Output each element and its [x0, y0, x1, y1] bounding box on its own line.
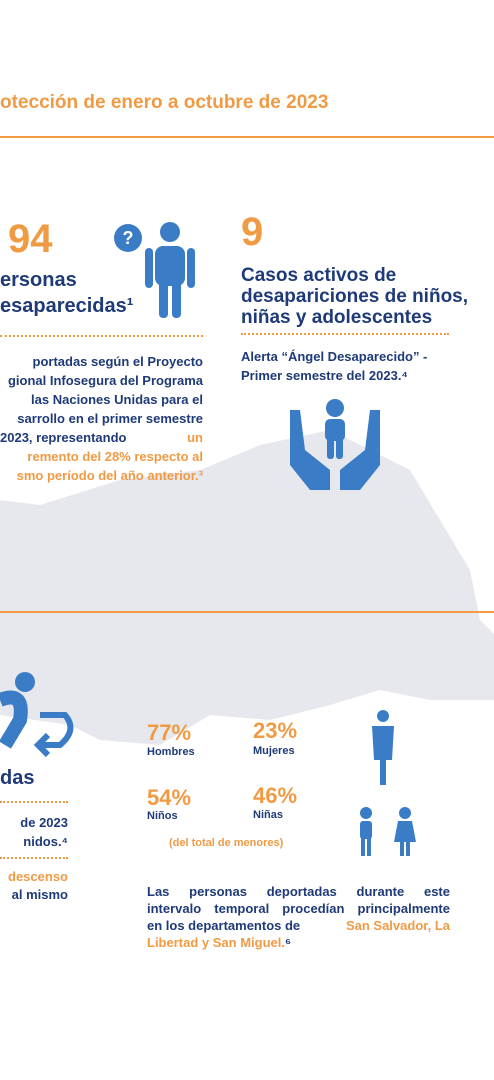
line: Las personas deportadas durante este [147, 884, 450, 899]
dots [241, 333, 449, 335]
line: 2023, representando [0, 430, 127, 445]
line: portadas según el Proyecto [32, 354, 204, 369]
return-icon [0, 672, 74, 758]
line: San Salvador, La [345, 918, 450, 933]
label: esaparecidas¹ [0, 295, 134, 317]
person-icon: ? [114, 222, 195, 318]
label: Casos activos de [241, 265, 397, 286]
line: ⁶ [284, 935, 291, 950]
line: remento del 28% respecto al [27, 449, 203, 464]
line: sarrollo en el primer semestre [17, 411, 203, 426]
dots [0, 857, 68, 859]
gender-icons [360, 710, 416, 856]
stat-label: Niñas [253, 809, 283, 821]
line: en los departamentos de [147, 918, 301, 933]
label: niñas y adolescentes [241, 307, 433, 328]
paragraph: portadas según el Proyecto gional Infose… [0, 352, 203, 485]
title: otección de enero a octubre de 2023 [0, 92, 329, 113]
line: las Naciones Unidas para el [31, 392, 203, 407]
line: smo período del año anterior.³ [16, 468, 203, 483]
label: desapariciones de niños, [241, 286, 469, 307]
stat-value: 54% [147, 785, 192, 810]
big-number: 9 [241, 210, 264, 254]
summary: Las personas deportadas durante este int… [147, 883, 450, 951]
svg-text:?: ? [123, 228, 134, 248]
stat-value: 23% [253, 718, 298, 743]
stat-label: Niños [147, 810, 178, 822]
line: al mismo [11, 887, 68, 902]
big-number: 94 [8, 217, 53, 261]
dots [0, 801, 68, 803]
dots [0, 335, 203, 337]
line: de 2023 [20, 815, 68, 830]
note: Alerta “Ángel Desaparecido” - [241, 349, 428, 364]
stat-value: 77% [147, 720, 192, 745]
hands-icon [290, 399, 380, 490]
stat-value: 46% [253, 783, 298, 808]
note: Primer semestre del 2023.⁴ [241, 368, 408, 383]
line: descenso [8, 869, 68, 884]
line: un [187, 430, 203, 445]
stat-label: Mujeres [253, 745, 295, 757]
stats-note: (del total de menores) [169, 837, 284, 849]
line: Libertad y San Miguel. [147, 935, 285, 950]
stat-label: Hombres [147, 746, 195, 758]
label: das [0, 767, 35, 789]
line: nidos.⁴ [23, 834, 68, 849]
map-shape [0, 430, 494, 745]
label: ersonas [0, 269, 77, 291]
line: gional Infosegura del Programa [7, 373, 203, 388]
line: intervalo temporal procedían principalme… [147, 901, 450, 916]
